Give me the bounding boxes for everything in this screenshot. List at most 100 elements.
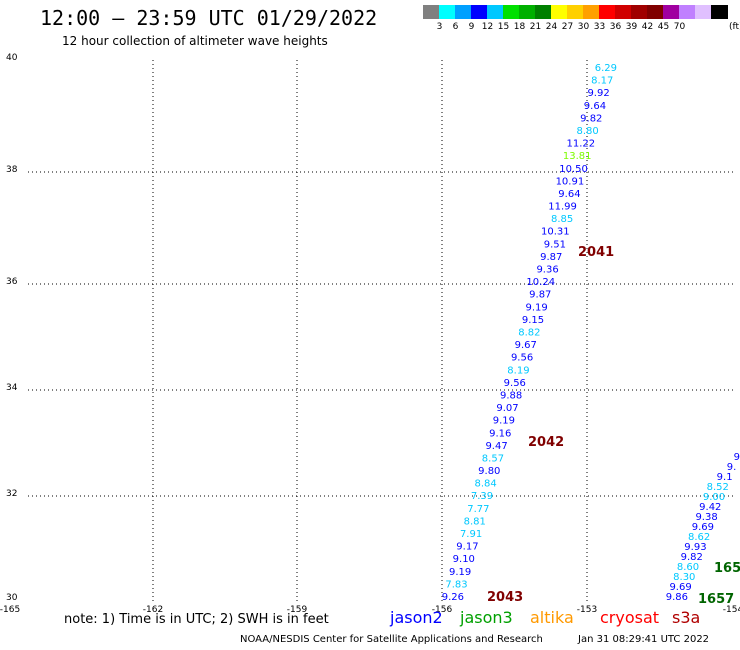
x-tick-label: -162: [143, 605, 163, 615]
y-tick-label: 38: [6, 165, 18, 175]
wave-height-label: 9.1: [717, 472, 733, 483]
pass-number-label: 165: [714, 561, 740, 576]
legend-swatch: [471, 5, 488, 19]
wave-height-label: 8.17: [591, 76, 613, 87]
y-tick-label: 30: [6, 593, 18, 603]
wave-height-label: 10.91: [556, 176, 585, 187]
wave-height-label: 9.67: [515, 340, 537, 351]
wave-height-label: 9.64: [558, 189, 580, 200]
satellite-name: s3a: [672, 608, 701, 627]
legend-label: 18: [513, 22, 526, 32]
wave-height-label: 9.07: [496, 403, 518, 414]
wave-height-label: 9.88: [500, 390, 522, 401]
legend-label: 42: [641, 22, 654, 32]
legend-swatch: [631, 5, 648, 19]
satellite-name: cryosat: [600, 608, 660, 627]
x-tick-label: -154: [723, 605, 740, 615]
footer-timestamp: Jan 31 08:29:41 UTC 2022: [578, 634, 710, 645]
wave-height-label: 9: [734, 452, 740, 463]
legend-label: 45: [657, 22, 670, 32]
legend-swatch: [423, 5, 440, 19]
legend-swatch: [487, 5, 504, 19]
wave-height-label: 8.60: [677, 562, 699, 573]
legend-swatch: [551, 5, 568, 19]
wave-height-label: 11.99: [548, 202, 577, 213]
satellite-name: jason3: [460, 608, 513, 627]
x-tick-label: -156: [432, 605, 453, 615]
legend-swatch: [711, 5, 728, 19]
y-tick-label: 36: [6, 277, 18, 287]
legend-label: 39: [625, 22, 638, 32]
wave-height-label: 9.: [727, 462, 737, 473]
wave-height-label: 8.81: [464, 516, 486, 527]
wave-height-label: 9.19: [493, 416, 515, 427]
wave-height-label: 9.47: [485, 441, 507, 452]
wave-height-label: 9.82: [580, 113, 602, 124]
legend-label: 21: [529, 22, 542, 32]
wave-height-label: 8.52: [707, 482, 729, 493]
wave-height-label: 8.85: [551, 214, 573, 225]
wave-height-label: 10.50: [559, 164, 588, 175]
wave-height-label: 9.17: [456, 542, 478, 553]
legend-swatch: [503, 5, 520, 19]
wave-height-label: 9.82: [681, 552, 703, 563]
wave-height-label: 6.29: [595, 63, 617, 74]
wave-height-label: 9.16: [489, 428, 511, 439]
map-title: 12:00 – 23:59 UTC 01/29/2022: [40, 6, 378, 30]
legend-label: 33: [593, 22, 606, 32]
legend-label: 3: [436, 22, 443, 32]
satellite-name: altika: [530, 608, 574, 627]
x-tick-label: -159: [287, 605, 308, 615]
wave-height-label: 9.80: [478, 466, 500, 477]
wave-height-label: 13.81: [563, 151, 592, 162]
legend-swatch: [455, 5, 472, 19]
wave-height-label: 9.19: [526, 302, 548, 313]
y-tick-label: 40: [6, 53, 18, 63]
legend-swatch: [695, 5, 712, 19]
y-tick-label: 34: [6, 383, 18, 393]
wave-height-label: 7.77: [467, 504, 489, 515]
legend-label: 70: [673, 22, 686, 32]
pass-number-label: 1657: [698, 592, 734, 607]
legend-swatch: [567, 5, 584, 19]
legend-swatch: [583, 5, 600, 19]
pass-number-label: 2041: [578, 245, 614, 260]
legend-label: 12: [481, 22, 494, 32]
legend-unit: (ft): [729, 22, 740, 32]
wave-height-label: 9.15: [522, 315, 544, 326]
pass-labels: 2041 2042 2043 1657 165: [487, 245, 740, 607]
wave-height-label: 10.24: [526, 277, 555, 288]
legend-label: 9: [468, 22, 475, 32]
graticule: [28, 60, 735, 602]
wave-height-label: 9.00: [703, 492, 725, 503]
wave-height-label: 8.19: [507, 365, 529, 376]
wave-height-label: 9.51: [544, 239, 566, 250]
legend-swatch: [679, 5, 696, 19]
x-tick-label: -165: [0, 605, 20, 615]
wave-height-label: 7.39: [471, 491, 493, 502]
wave-height-label: 9.56: [511, 353, 533, 364]
footer-credit: NOAA/NESDIS Center for Satellite Applica…: [240, 634, 543, 645]
legend-swatch: [439, 5, 456, 19]
wave-height-label: 9.36: [536, 265, 558, 276]
axis-ticks: -165 -162 -159 -156 -153 -154 40 38 36 34 32 30: [0, 53, 740, 615]
x-tick-label: -153: [577, 605, 597, 615]
pass-number-label: 2042: [528, 435, 564, 450]
legend-label: 30: [577, 22, 590, 32]
legend-swatch: [615, 5, 632, 19]
legend-swatch: [647, 5, 664, 19]
wave-height-label: 9.87: [540, 252, 562, 263]
wave-height-label: 9.87: [529, 290, 551, 301]
wave-height-label: 8.80: [577, 126, 599, 137]
map-subtitle: 12 hour collection of altimeter wave hei…: [62, 34, 328, 48]
wave-height-label: 8.62: [688, 532, 710, 543]
wave-height-label: 9.69: [669, 582, 691, 593]
wave-height-label: 8.30: [673, 572, 695, 583]
wave-height-label: 9.38: [695, 512, 717, 523]
pass-number-label: 2043: [487, 590, 523, 605]
satellite-name: jason2: [390, 608, 443, 627]
wave-height-label: 8.84: [475, 479, 497, 490]
wave-height-label: 9.10: [453, 554, 475, 565]
wave-height-label: 9.69: [692, 522, 714, 533]
wave-height-label: 10.31: [541, 227, 570, 238]
